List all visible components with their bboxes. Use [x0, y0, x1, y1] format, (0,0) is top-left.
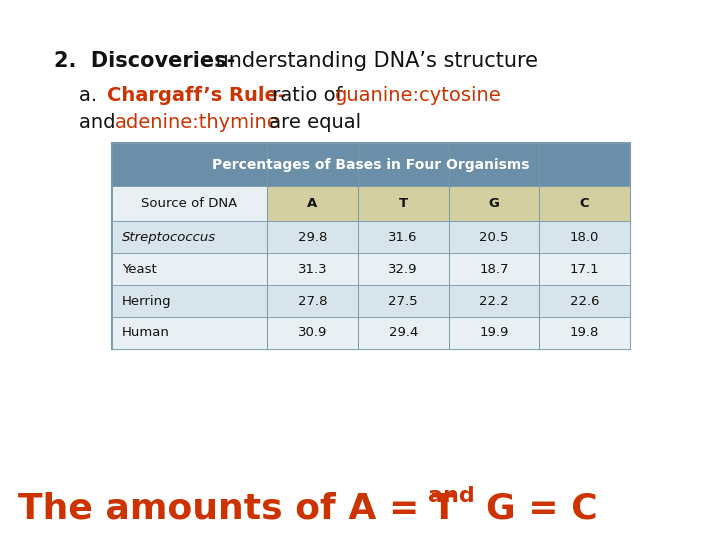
- FancyBboxPatch shape: [358, 253, 449, 285]
- Text: G: G: [488, 197, 500, 211]
- Text: 31.3: 31.3: [297, 262, 328, 276]
- Text: adenine:thymine: adenine:thymine: [115, 113, 280, 132]
- Text: A: A: [307, 197, 318, 211]
- FancyBboxPatch shape: [539, 221, 630, 253]
- FancyBboxPatch shape: [267, 221, 358, 253]
- Text: The amounts of A = T: The amounts of A = T: [18, 491, 456, 525]
- FancyBboxPatch shape: [112, 221, 267, 253]
- Text: 19.9: 19.9: [480, 326, 508, 340]
- FancyBboxPatch shape: [112, 143, 630, 186]
- FancyBboxPatch shape: [358, 317, 449, 349]
- Text: 29.8: 29.8: [298, 231, 327, 244]
- Text: and: and: [428, 486, 475, 506]
- FancyBboxPatch shape: [267, 253, 358, 285]
- FancyBboxPatch shape: [358, 186, 449, 221]
- FancyBboxPatch shape: [449, 285, 539, 317]
- Text: 20.5: 20.5: [480, 231, 508, 244]
- Text: are equal: are equal: [263, 113, 361, 132]
- Text: T: T: [399, 197, 408, 211]
- Text: ratio of: ratio of: [266, 86, 349, 105]
- Text: 18.7: 18.7: [480, 262, 508, 276]
- FancyBboxPatch shape: [539, 285, 630, 317]
- Text: understanding DNA’s structure: understanding DNA’s structure: [209, 51, 538, 71]
- Text: 31.6: 31.6: [389, 231, 418, 244]
- FancyBboxPatch shape: [267, 186, 358, 221]
- Text: 29.4: 29.4: [389, 326, 418, 340]
- Text: Herring: Herring: [122, 294, 171, 308]
- FancyBboxPatch shape: [112, 186, 267, 221]
- FancyBboxPatch shape: [267, 285, 358, 317]
- Text: Source of DNA: Source of DNA: [141, 197, 238, 211]
- FancyBboxPatch shape: [449, 253, 539, 285]
- Text: Percentages of Bases in Four Organisms: Percentages of Bases in Four Organisms: [212, 158, 529, 172]
- FancyBboxPatch shape: [267, 317, 358, 349]
- Text: Chargaff’s Rule-: Chargaff’s Rule-: [107, 86, 285, 105]
- Text: 22.6: 22.6: [570, 294, 599, 308]
- Text: 27.8: 27.8: [298, 294, 327, 308]
- FancyBboxPatch shape: [112, 253, 267, 285]
- Text: and: and: [79, 113, 122, 132]
- Text: 2.  Discoveries-: 2. Discoveries-: [54, 51, 235, 71]
- Text: G = C: G = C: [486, 491, 598, 525]
- FancyBboxPatch shape: [112, 317, 267, 349]
- Text: 32.9: 32.9: [389, 262, 418, 276]
- FancyBboxPatch shape: [358, 285, 449, 317]
- Text: 19.8: 19.8: [570, 326, 599, 340]
- FancyBboxPatch shape: [539, 253, 630, 285]
- FancyBboxPatch shape: [112, 285, 267, 317]
- Text: 30.9: 30.9: [298, 326, 327, 340]
- Text: 27.5: 27.5: [388, 294, 418, 308]
- FancyBboxPatch shape: [358, 221, 449, 253]
- Text: a.: a.: [79, 86, 110, 105]
- Text: guanine:cytosine: guanine:cytosine: [335, 86, 502, 105]
- Text: Streptococcus: Streptococcus: [122, 231, 216, 244]
- Text: C: C: [580, 197, 590, 211]
- FancyBboxPatch shape: [449, 317, 539, 349]
- Text: 18.0: 18.0: [570, 231, 599, 244]
- FancyBboxPatch shape: [539, 317, 630, 349]
- Text: 17.1: 17.1: [570, 262, 600, 276]
- Text: Human: Human: [122, 326, 170, 340]
- Text: 22.2: 22.2: [479, 294, 509, 308]
- FancyBboxPatch shape: [539, 186, 630, 221]
- Text: Yeast: Yeast: [122, 262, 157, 276]
- FancyBboxPatch shape: [449, 221, 539, 253]
- FancyBboxPatch shape: [449, 186, 539, 221]
